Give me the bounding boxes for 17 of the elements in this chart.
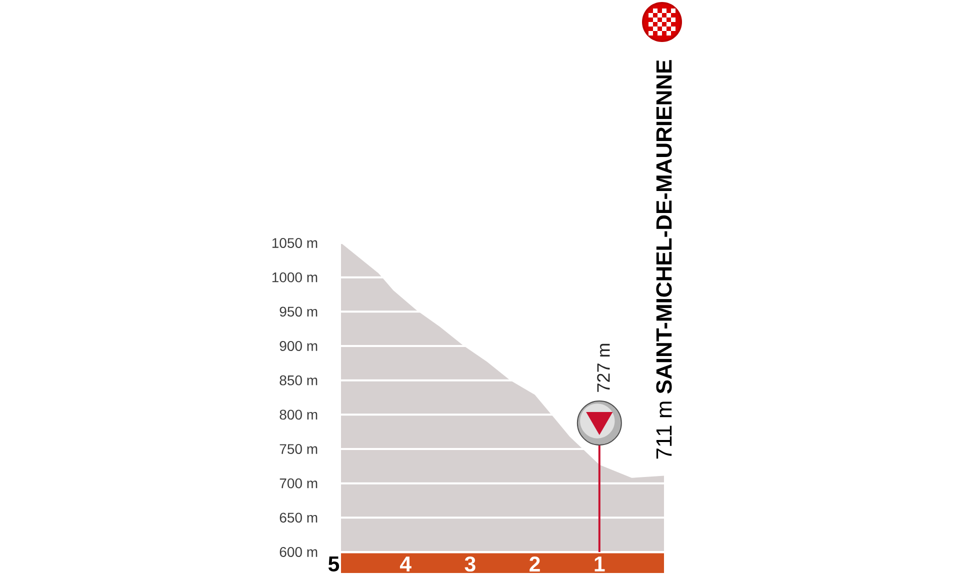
y-tick-label: 650 m <box>280 512 318 523</box>
x-tick-label: 1 <box>594 556 605 572</box>
y-tick-label: 1000 m <box>272 272 318 282</box>
y-tick-label: 700 m <box>280 478 318 488</box>
x-tick-label: 2 <box>530 556 540 572</box>
y-tick-label: 1050 m <box>272 238 318 248</box>
x-tick-label: 4 <box>400 556 412 572</box>
x-tick-label: 3 <box>464 556 476 572</box>
y-tick-label: 600 m <box>280 547 318 557</box>
y-tick-label: 900 m <box>280 341 318 351</box>
y-tick-label: 800 m <box>280 410 318 420</box>
annotation: 711 m SAINT-MICHEL-DE-MAURIENNE <box>656 60 672 459</box>
y-tick-label: 950 m <box>280 306 318 317</box>
x-tick-label: 5 <box>328 556 340 572</box>
y-tick-label: 750 m <box>280 444 318 454</box>
ref-line-label: 727 m <box>597 344 610 392</box>
y-tick-label: 850 m <box>280 375 318 386</box>
